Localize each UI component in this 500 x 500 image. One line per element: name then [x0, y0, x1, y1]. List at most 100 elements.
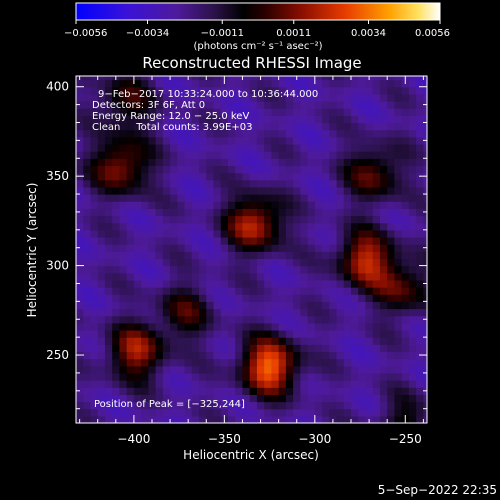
heatmap-cell	[126, 244, 135, 252]
heatmap-cell	[351, 143, 359, 152]
heatmap-cell	[97, 251, 106, 260]
heatmap-cell	[199, 136, 207, 145]
heatmap-cell	[343, 380, 352, 388]
heatmap-cell	[112, 236, 121, 245]
heatmap-cell	[278, 301, 287, 310]
heatmap-cell	[264, 122, 272, 131]
colorbar-tick-label: 0.0034	[351, 28, 386, 39]
heatmap-cell	[177, 194, 186, 202]
heatmap-cell	[314, 151, 323, 159]
heatmap-cell	[401, 208, 410, 217]
heatmap-cell	[293, 287, 301, 295]
heatmap-cell	[155, 337, 164, 345]
heatmap-cell	[285, 358, 294, 367]
heatmap-cell	[256, 186, 265, 195]
heatmap-cell	[300, 93, 309, 102]
heatmap-cell	[249, 165, 258, 174]
heatmap-cell	[112, 287, 121, 295]
heatmap-cell	[76, 372, 84, 381]
x-axis-label: Heliocentric X (arcsec)	[183, 448, 319, 462]
heatmap-cell	[155, 194, 164, 202]
heatmap-cell	[271, 222, 280, 231]
heatmap-cell	[155, 244, 164, 252]
heatmap-cell	[365, 115, 374, 124]
heatmap-cell	[336, 115, 345, 124]
heatmap-cell	[177, 129, 186, 138]
heatmap-cell	[293, 401, 301, 410]
heatmap-cell	[97, 172, 106, 181]
heatmap-cell	[242, 258, 251, 267]
heatmap-cell	[235, 115, 244, 124]
heatmap-cell	[133, 380, 142, 388]
heatmap-cell	[416, 272, 424, 281]
heatmap-cell	[220, 179, 229, 188]
heatmap-cell	[133, 337, 142, 345]
heatmap-cell	[133, 201, 142, 209]
heatmap-cell	[394, 208, 403, 217]
heatmap-cell	[227, 308, 236, 317]
heatmap-cell	[401, 308, 410, 317]
heatmap-cell	[300, 229, 309, 238]
heatmap-cell	[199, 179, 207, 188]
heatmap-cell	[141, 344, 149, 353]
heatmap-cell	[256, 265, 265, 274]
heatmap-cell	[104, 394, 113, 403]
heatmap-cell	[300, 329, 309, 338]
heatmap-cell	[162, 329, 171, 338]
heatmap-cell	[394, 337, 403, 345]
heatmap-cell	[213, 76, 222, 81]
heatmap-cell	[141, 143, 149, 152]
heatmap-cell	[206, 172, 215, 181]
heatmap-cell	[264, 101, 272, 109]
heatmap-cell	[104, 294, 113, 302]
heatmap-cell	[293, 122, 301, 131]
heatmap-cell	[293, 315, 301, 324]
heatmap-cell	[387, 372, 396, 381]
heatmap-cell	[372, 315, 381, 324]
heatmap-cell	[170, 236, 178, 245]
heatmap-cell	[285, 401, 294, 410]
heatmap-cell	[293, 294, 301, 302]
heatmap-cell	[242, 279, 251, 288]
heatmap-cell	[336, 215, 345, 224]
heatmap-cell	[76, 158, 84, 167]
heatmap-cell	[394, 244, 403, 252]
heatmap-cell	[285, 408, 294, 417]
heatmap-cell	[249, 108, 258, 116]
heatmap-cell	[177, 344, 186, 353]
heatmap-cell	[416, 158, 424, 167]
heatmap-cell	[394, 129, 403, 138]
heatmap-cell	[329, 387, 338, 395]
heatmap-cell	[104, 244, 113, 252]
heatmap-cell	[314, 165, 323, 174]
heatmap-cell	[184, 172, 193, 181]
heatmap-cell	[271, 129, 280, 138]
heatmap-cell	[227, 201, 236, 209]
heatmap-cell	[256, 158, 265, 167]
heatmap-cell	[416, 301, 424, 310]
heatmap-cell	[372, 380, 381, 388]
heatmap-cell	[235, 236, 244, 245]
heatmap-cell	[394, 172, 403, 181]
heatmap-cell	[170, 158, 178, 167]
heatmap-cell	[249, 236, 258, 245]
heatmap-cell	[126, 186, 135, 195]
heatmap-cell	[387, 394, 396, 403]
heatmap-cell	[401, 158, 410, 167]
heatmap-cell	[343, 351, 352, 360]
colorbar-tick-label: −0.0011	[201, 28, 244, 39]
heatmap-cell	[220, 101, 229, 109]
heatmap-cell	[249, 279, 258, 288]
heatmap-cell	[76, 322, 84, 331]
heatmap-cell	[256, 308, 265, 317]
heatmap-cell	[408, 79, 417, 88]
heatmap-cell	[133, 272, 142, 281]
heatmap-cell	[199, 322, 207, 331]
heatmap-cell	[177, 401, 186, 410]
heatmap-cell	[351, 301, 359, 310]
heatmap-cell	[199, 294, 207, 302]
heatmap-cell	[227, 380, 236, 388]
heatmap-cell	[379, 101, 388, 109]
heatmap-cell	[351, 308, 359, 317]
heatmap-cell	[83, 387, 92, 395]
